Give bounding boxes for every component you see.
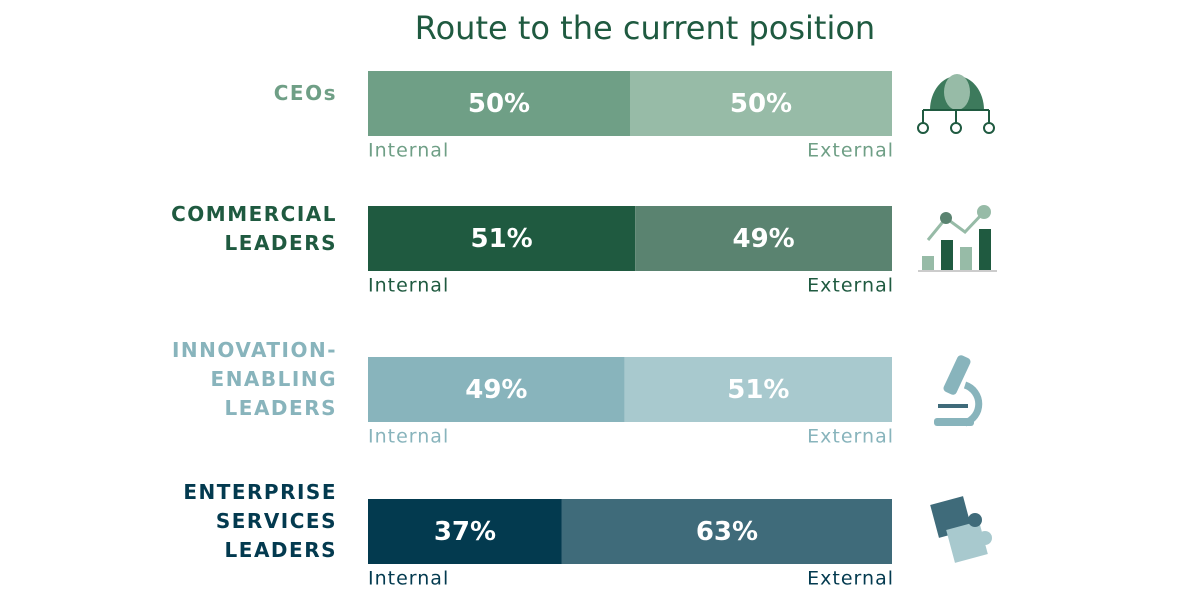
series-label: Internal xyxy=(368,568,449,590)
bar-segment xyxy=(368,206,636,271)
category-label: COMMERCIAL LEADERS xyxy=(171,201,337,255)
bar-segment xyxy=(368,357,625,422)
series-label: Internal xyxy=(368,275,449,297)
icon-microscope xyxy=(934,355,983,427)
bar-segment xyxy=(561,499,892,564)
icon-puzzle xyxy=(930,496,992,563)
icon-ceo xyxy=(917,74,995,134)
series-label: External xyxy=(807,275,894,297)
series-label: External xyxy=(807,140,894,162)
bar-segment xyxy=(635,206,892,271)
chart-title: Route to the current position xyxy=(415,9,875,47)
value-label: 51% xyxy=(727,375,789,405)
series-label: Internal xyxy=(368,426,449,448)
icon-growth xyxy=(918,205,997,272)
series-label: Internal xyxy=(368,140,449,162)
category-label: ENTERPRISE SERVICES LEADERS xyxy=(183,480,337,562)
bar-segment xyxy=(368,71,630,136)
category-label: INNOVATION-ENABLING LEADERS xyxy=(171,338,337,420)
bar-segment xyxy=(624,357,892,422)
series-label: External xyxy=(807,568,894,590)
value-label: 50% xyxy=(468,89,530,119)
value-label: 37% xyxy=(434,517,496,547)
value-label: 51% xyxy=(471,224,533,254)
category-label: CEOs xyxy=(273,81,337,105)
bar-segment xyxy=(368,499,562,564)
value-label: 49% xyxy=(465,375,527,405)
value-label: 49% xyxy=(733,224,795,254)
value-label: 50% xyxy=(730,89,792,119)
bar-segment xyxy=(630,71,892,136)
series-label: External xyxy=(807,426,894,448)
value-label: 63% xyxy=(696,517,758,547)
